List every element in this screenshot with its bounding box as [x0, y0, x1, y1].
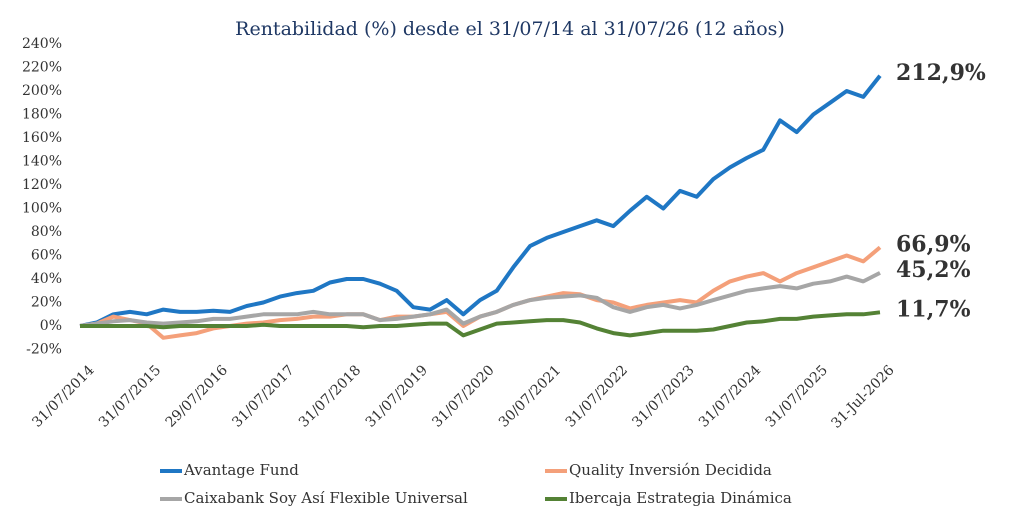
y-tick-label: 60% — [31, 248, 62, 264]
value-label: 66,9% — [896, 231, 971, 257]
y-tick-label: 100% — [22, 201, 62, 217]
x-tick-label: 31/07/2023 — [629, 362, 697, 430]
x-tick-label: 31/07/2024 — [696, 362, 764, 430]
x-tick-label: 31/07/2025 — [763, 362, 831, 430]
x-tick-label: 31/07/2020 — [429, 362, 497, 430]
x-tick-label: 30/07/2021 — [496, 362, 564, 430]
legend-label: Ibercaja Estrategia Dinámica — [569, 489, 792, 507]
y-tick-label: 80% — [31, 224, 62, 240]
y-tick-label: -20% — [26, 342, 62, 358]
legend-label: Caixabank Soy Así Flexible Universal — [184, 489, 468, 507]
y-tick-label: 0% — [40, 318, 62, 334]
x-tick-label: 31/07/2018 — [296, 362, 364, 430]
x-tick-label: 29/07/2016 — [163, 362, 231, 430]
y-tick-label: 220% — [22, 60, 62, 76]
value-label: 212,9% — [896, 60, 986, 86]
series-line — [79, 271, 881, 328]
y-tick-label: 180% — [22, 107, 62, 123]
x-tick-label: 31/07/2022 — [563, 362, 631, 430]
x-tick-label: 31/07/2015 — [96, 362, 164, 430]
y-tick-label: 120% — [22, 177, 62, 193]
y-tick-label: 40% — [31, 271, 62, 287]
legend-label: Quality Inversión Decidida — [569, 461, 772, 479]
y-tick-label: 240% — [22, 36, 62, 52]
x-tick-label: 31/07/2014 — [29, 362, 97, 430]
x-tick-label: 31/07/2019 — [363, 362, 431, 430]
y-tick-label: 160% — [22, 130, 62, 146]
series-line — [79, 74, 882, 328]
y-tick-label: 20% — [31, 295, 62, 311]
y-tick-label: 140% — [22, 154, 62, 170]
x-tick-label: 31-Jul-2026 — [828, 362, 897, 431]
legend-label: Avantage Fund — [183, 461, 299, 479]
x-tick-label: 31/07/2017 — [229, 362, 297, 430]
y-tick-label: 200% — [22, 83, 62, 99]
chart-title: Rentabilidad (%) desde el 31/07/14 al 31… — [235, 18, 785, 40]
series-line — [80, 310, 881, 338]
value-label: 45,2% — [896, 257, 971, 283]
value-label: 11,7% — [896, 296, 971, 322]
